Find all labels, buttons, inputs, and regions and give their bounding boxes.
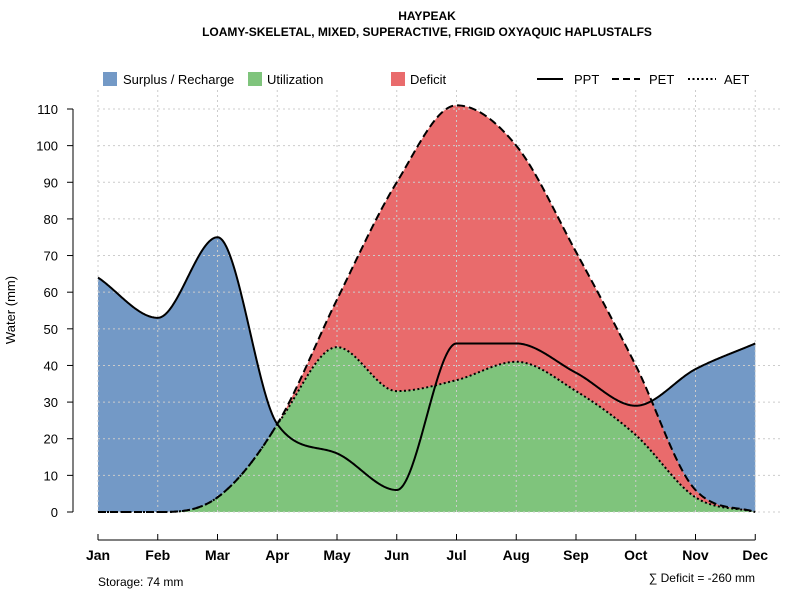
- y-axis: 0 10 20 30 40 50 60 70 80 90 100 110: [36, 102, 74, 520]
- x-axis: Jan Feb Mar Apr May Jun Jul Aug Sep Oct Nov Dec: [86, 534, 768, 563]
- series-line-pet: [98, 104, 756, 513]
- legend-label-ppt: PPT: [574, 72, 599, 87]
- storage-note: Storage: 74 mm: [98, 575, 183, 589]
- x-tick-label-dec: Dec: [742, 547, 768, 563]
- legend-swatch-utilization: [248, 72, 262, 86]
- x-tick-label-mar: Mar: [205, 547, 230, 563]
- x-tick-label-jul: Jul: [446, 547, 466, 563]
- x-tick-label-may: May: [323, 547, 350, 563]
- plot-lines: [97, 104, 756, 513]
- legend-label-utilization: Utilization: [267, 72, 323, 87]
- x-tick-label-jan: Jan: [86, 547, 110, 563]
- x-tick-label-feb: Feb: [145, 547, 170, 563]
- legend-swatch-deficit: [391, 72, 405, 86]
- x-tick-label-apr: Apr: [265, 547, 290, 563]
- y-tick-label-90: 90: [44, 175, 58, 190]
- chart-subtitle: LOAMY-SKELETAL, MIXED, SUPERACTIVE, FRIG…: [202, 25, 652, 39]
- legend-label-surplus: Surplus / Recharge: [123, 72, 234, 87]
- legend-label-deficit: Deficit: [410, 72, 447, 87]
- chart-title: HAYPEAK: [398, 9, 456, 23]
- series-line-ppt: [97, 236, 756, 492]
- legend-swatch-surplus: [103, 72, 117, 86]
- area-deficit: [98, 105, 756, 512]
- legend-label-pet: PET: [649, 72, 674, 87]
- y-tick-label-70: 70: [44, 249, 58, 264]
- x-tick-label-nov: Nov: [682, 547, 709, 563]
- y-tick-label-20: 20: [44, 432, 58, 447]
- legend: Surplus / Recharge Utilization Deficit P…: [103, 72, 749, 87]
- y-tick-label-110: 110: [37, 102, 58, 117]
- legend-label-aet: AET: [724, 72, 749, 87]
- x-tick-label-jun: Jun: [384, 547, 409, 563]
- area-utilization: [98, 347, 756, 512]
- y-axis-label: Water (mm): [3, 276, 18, 344]
- plot-areas: [98, 105, 756, 513]
- y-tick-label-60: 60: [44, 285, 58, 300]
- y-tick-label-0: 0: [51, 505, 58, 520]
- x-tick-label-oct: Oct: [624, 547, 648, 563]
- y-tick-label-100: 100: [36, 139, 58, 154]
- y-tick-label-30: 30: [44, 395, 58, 410]
- y-tick-label-50: 50: [44, 322, 58, 337]
- y-tick-label-10: 10: [44, 468, 58, 483]
- series-line-aet: [98, 346, 756, 513]
- y-tick-label-40: 40: [44, 358, 58, 373]
- x-tick-label-aug: Aug: [503, 547, 530, 563]
- deficit-note: ∑ Deficit = -260 mm: [649, 571, 755, 585]
- x-tick-label-sep: Sep: [563, 547, 589, 563]
- y-tick-label-80: 80: [44, 212, 58, 227]
